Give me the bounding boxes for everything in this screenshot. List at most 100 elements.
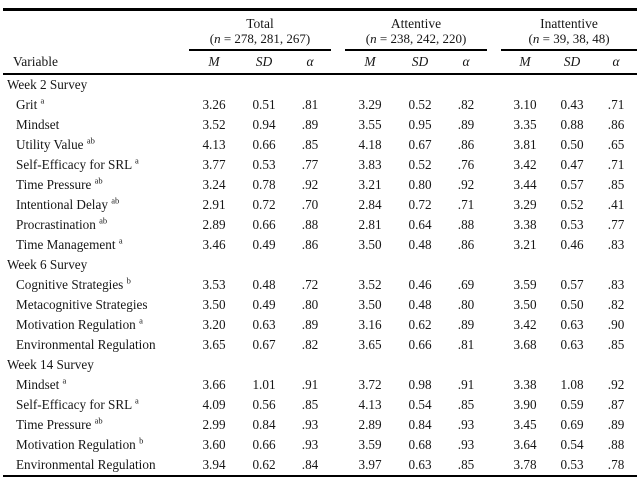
row-label: Grit a <box>16 95 45 112</box>
stat-value: .81 <box>301 97 319 112</box>
stat-value: .83 <box>607 237 625 252</box>
column-gap <box>487 95 501 115</box>
stat-value: .71 <box>607 97 625 112</box>
alpha-header: α <box>445 50 488 75</box>
stat-value: 0.98 <box>408 377 432 392</box>
stat-value: 3.97 <box>358 457 382 472</box>
stat-value: .81 <box>457 337 475 352</box>
stat-value: 0.59 <box>560 397 584 412</box>
stat-value: 0.66 <box>408 337 432 352</box>
row-label: Time Pressure ab <box>16 415 103 432</box>
row-label: Mindset a <box>16 375 67 392</box>
superscript-note: ab <box>94 415 103 426</box>
stat-value: 0.62 <box>408 317 432 332</box>
stat-value: 3.29 <box>513 197 537 212</box>
group-header-attentive: Attentive (n = 238, 242, 220) <box>345 9 488 51</box>
stat-value: .77 <box>301 157 319 172</box>
column-gap <box>487 135 501 155</box>
row-label: Cognitive Strategies b <box>16 275 131 292</box>
stat-value: 0.66 <box>252 217 276 232</box>
stat-value: 0.62 <box>252 457 276 472</box>
stat-value: .80 <box>301 297 319 312</box>
alpha-header: α <box>595 50 638 75</box>
stat-value: .88 <box>607 437 625 452</box>
table-row: Mindset a 3.66 1.01 .91 3.72 0.98 .91 3.38 1.08.… <box>3 375 637 395</box>
stat-value: 0.52 <box>408 157 432 172</box>
stat-value: 3.44 <box>513 177 537 192</box>
superscript-note: a <box>62 375 67 386</box>
stat-value: 0.78 <box>252 177 276 192</box>
stat-value: 3.65 <box>202 337 226 352</box>
row-label: Procrastination ab <box>16 215 108 232</box>
stat-value: 0.84 <box>252 417 276 432</box>
stat-value: 0.54 <box>560 437 584 452</box>
stat-value: .89 <box>301 317 319 332</box>
stat-value: 0.66 <box>252 137 276 152</box>
stat-value: 3.50 <box>202 297 226 312</box>
stat-value: 3.29 <box>358 97 382 112</box>
stat-value: .89 <box>457 117 475 132</box>
group-label: Attentive <box>390 16 442 31</box>
column-gap <box>487 50 502 75</box>
superscript-note: a <box>139 315 143 326</box>
table-row: Environmental Regulation 3.94 0.62 .84 3.97 0… <box>3 455 637 476</box>
m-header: M <box>189 50 239 75</box>
stat-value: 0.67 <box>252 337 276 352</box>
superscript-note: a <box>135 155 139 166</box>
superscript-note: ab <box>111 195 120 206</box>
stat-value: .80 <box>457 297 475 312</box>
stat-value: .86 <box>457 237 475 252</box>
column-gap <box>487 395 501 415</box>
stat-value: 0.63 <box>252 317 276 332</box>
column-gap <box>331 215 345 235</box>
stat-value: 3.81 <box>513 137 537 152</box>
column-gap <box>331 295 345 315</box>
table-row: Mindset 3.52 0.94 .89 3.55 0.95 .89 3.35 0.88 .86 <box>3 115 637 135</box>
stat-value: 0.94 <box>252 117 276 132</box>
row-label: Utility Value ab <box>16 135 95 152</box>
column-gap <box>331 455 345 476</box>
section-row: Week 14 Survey <box>3 355 637 375</box>
group-header-row: Total (n = 278, 281, 267) Attentive (n =… <box>3 9 638 51</box>
stat-value: .71 <box>457 197 475 212</box>
stat-value: 0.56 <box>252 397 276 412</box>
stat-value: 3.46 <box>202 237 226 252</box>
stat-value: 3.50 <box>358 297 382 312</box>
table-row: Motivation Regulation a 3.20 0.63 .89 3.16 0.… <box>3 315 637 335</box>
stat-value: 3.21 <box>513 237 537 252</box>
superscript-note: b <box>126 275 131 286</box>
stat-value: .88 <box>301 217 319 232</box>
stat-value: 0.53 <box>252 157 276 172</box>
column-gap <box>331 195 345 215</box>
stat-value: .65 <box>607 137 625 152</box>
stat-value: 2.91 <box>202 197 226 212</box>
table-row: Grit a 3.26 0.51 .81 3.29 0.52 .82 3.10 0.43 .71 <box>3 95 637 115</box>
sd-header: SD <box>239 50 289 75</box>
section-row: Week 6 Survey <box>3 255 637 275</box>
table-row: Procrastination ab 2.89 0.66 .88 2.81 0.64 .88… <box>3 215 637 235</box>
table-row: Time Management a 3.46 0.49 .86 3.50 0.48 .86 3… <box>3 235 637 255</box>
stat-value: 2.84 <box>358 197 382 212</box>
stat-value: 3.64 <box>513 437 537 452</box>
group-label: Inattentive <box>540 16 598 31</box>
group-sample-size: (n = 278, 281, 267) <box>209 31 311 46</box>
row-label: Mindset <box>16 117 60 132</box>
table-row: Motivation Regulation b 3.60 0.66 .93 3.59 0.… <box>3 435 637 455</box>
column-gap <box>487 115 501 135</box>
stat-value: 0.95 <box>408 117 432 132</box>
stat-value: .92 <box>301 177 319 192</box>
column-gap <box>487 235 501 255</box>
descriptive-statistics-table: Total (n = 278, 281, 267) Attentive (n =… <box>3 8 638 477</box>
stat-value: 0.52 <box>408 97 432 112</box>
stat-value: 0.67 <box>408 137 432 152</box>
row-label: Self-Efficacy for SRL a <box>16 155 139 172</box>
stat-value: 3.55 <box>358 117 382 132</box>
row-label: Motivation Regulation a <box>16 315 143 332</box>
section-title: Week 14 Survey <box>7 357 94 372</box>
stat-value: 3.38 <box>513 377 537 392</box>
stat-value: 3.38 <box>513 217 537 232</box>
stat-value: .91 <box>301 377 319 392</box>
stat-value: 3.53 <box>202 277 226 292</box>
stat-value: 0.50 <box>560 297 584 312</box>
column-gap <box>487 155 501 175</box>
